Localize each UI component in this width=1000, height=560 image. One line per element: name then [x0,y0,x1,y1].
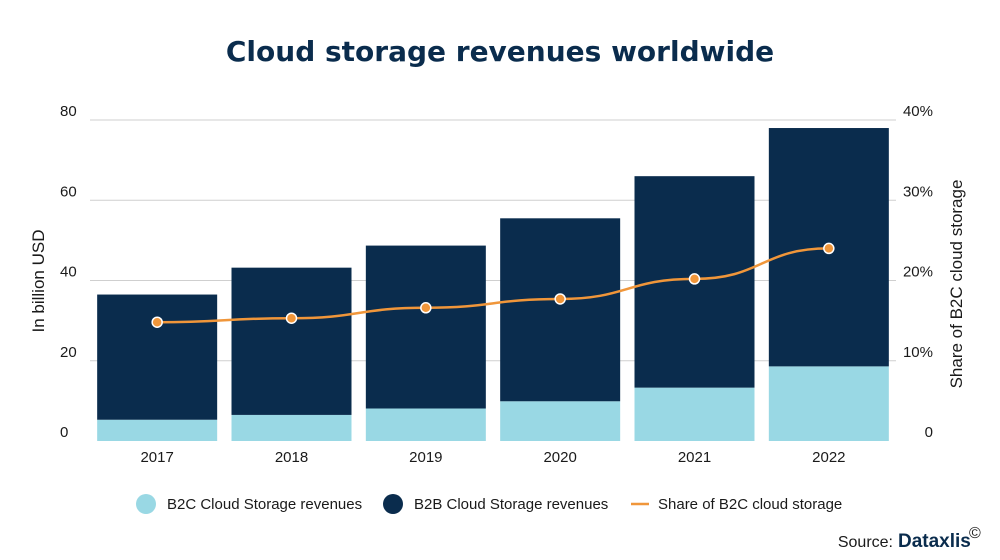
y-tick-label: 40 [60,264,77,281]
bars-group [97,128,889,441]
gridlines [90,119,896,362]
source-brand: Dataxlis [898,531,971,552]
share-line-group [151,242,835,328]
line-point-share [554,293,566,305]
x-tick-label: 2021 [678,449,711,466]
y2-tick-label: 30% [903,183,933,200]
y2-tick-label: 20% [903,264,933,281]
bar-b2b [97,294,218,420]
legend-swatch-b2c [136,494,156,514]
y2-tick-label: 0 [925,424,933,441]
y2-tick-label: 40% [903,103,933,120]
bar-b2c [768,366,889,441]
y-axis-title: In billion USD [29,230,48,333]
source-brand-mark: © [969,525,981,542]
bar-b2c [500,401,621,441]
bar-b2c [365,408,486,441]
y2-tick-label: 10% [903,344,933,361]
x-tick-label: 2017 [140,449,173,466]
legend-label-b2b: B2B Cloud Storage revenues [414,496,608,513]
x-axis-ticks: 2017 2018 2019 2020 2021 2022 [140,449,845,466]
line-point-share [151,316,163,328]
chart-title: Cloud storage revenues worldwide [226,35,774,68]
legend-label-b2c: B2C Cloud Storage revenues [167,496,362,513]
bar-b2b [231,267,352,415]
y-tick-label: 80 [60,103,77,120]
line-point-share [420,302,432,314]
x-tick-label: 2020 [543,449,576,466]
line-point-share [823,242,835,255]
legend: B2C Cloud Storage revenues B2B Cloud Sto… [136,494,842,514]
source-label: Source: [838,534,893,551]
right-axis-ticks: 0 10% 20% 30% 40% [903,103,933,441]
left-axis-ticks: 0 20 40 60 80 [60,103,77,441]
x-tick-label: 2022 [812,449,845,466]
y-tick-label: 0 [60,424,68,441]
y-tick-label: 20 [60,344,77,361]
bar-b2c [634,387,755,441]
x-tick-label: 2018 [275,449,308,466]
y2-axis-title: Share of B2C cloud storage [947,180,966,389]
bar-b2c [97,419,218,441]
bar-b2c [231,414,352,441]
bar-b2b [365,245,486,409]
series-line-share [157,247,829,324]
y-tick-label: 60 [60,183,77,200]
legend-label-share: Share of B2C cloud storage [658,496,842,513]
source-credit: Source: Dataxlis © [838,525,981,552]
bar-b2b [500,218,621,402]
x-tick-label: 2019 [409,449,442,466]
legend-swatch-b2b [383,494,403,514]
line-point-share [688,273,701,285]
line-point-share [285,312,298,324]
